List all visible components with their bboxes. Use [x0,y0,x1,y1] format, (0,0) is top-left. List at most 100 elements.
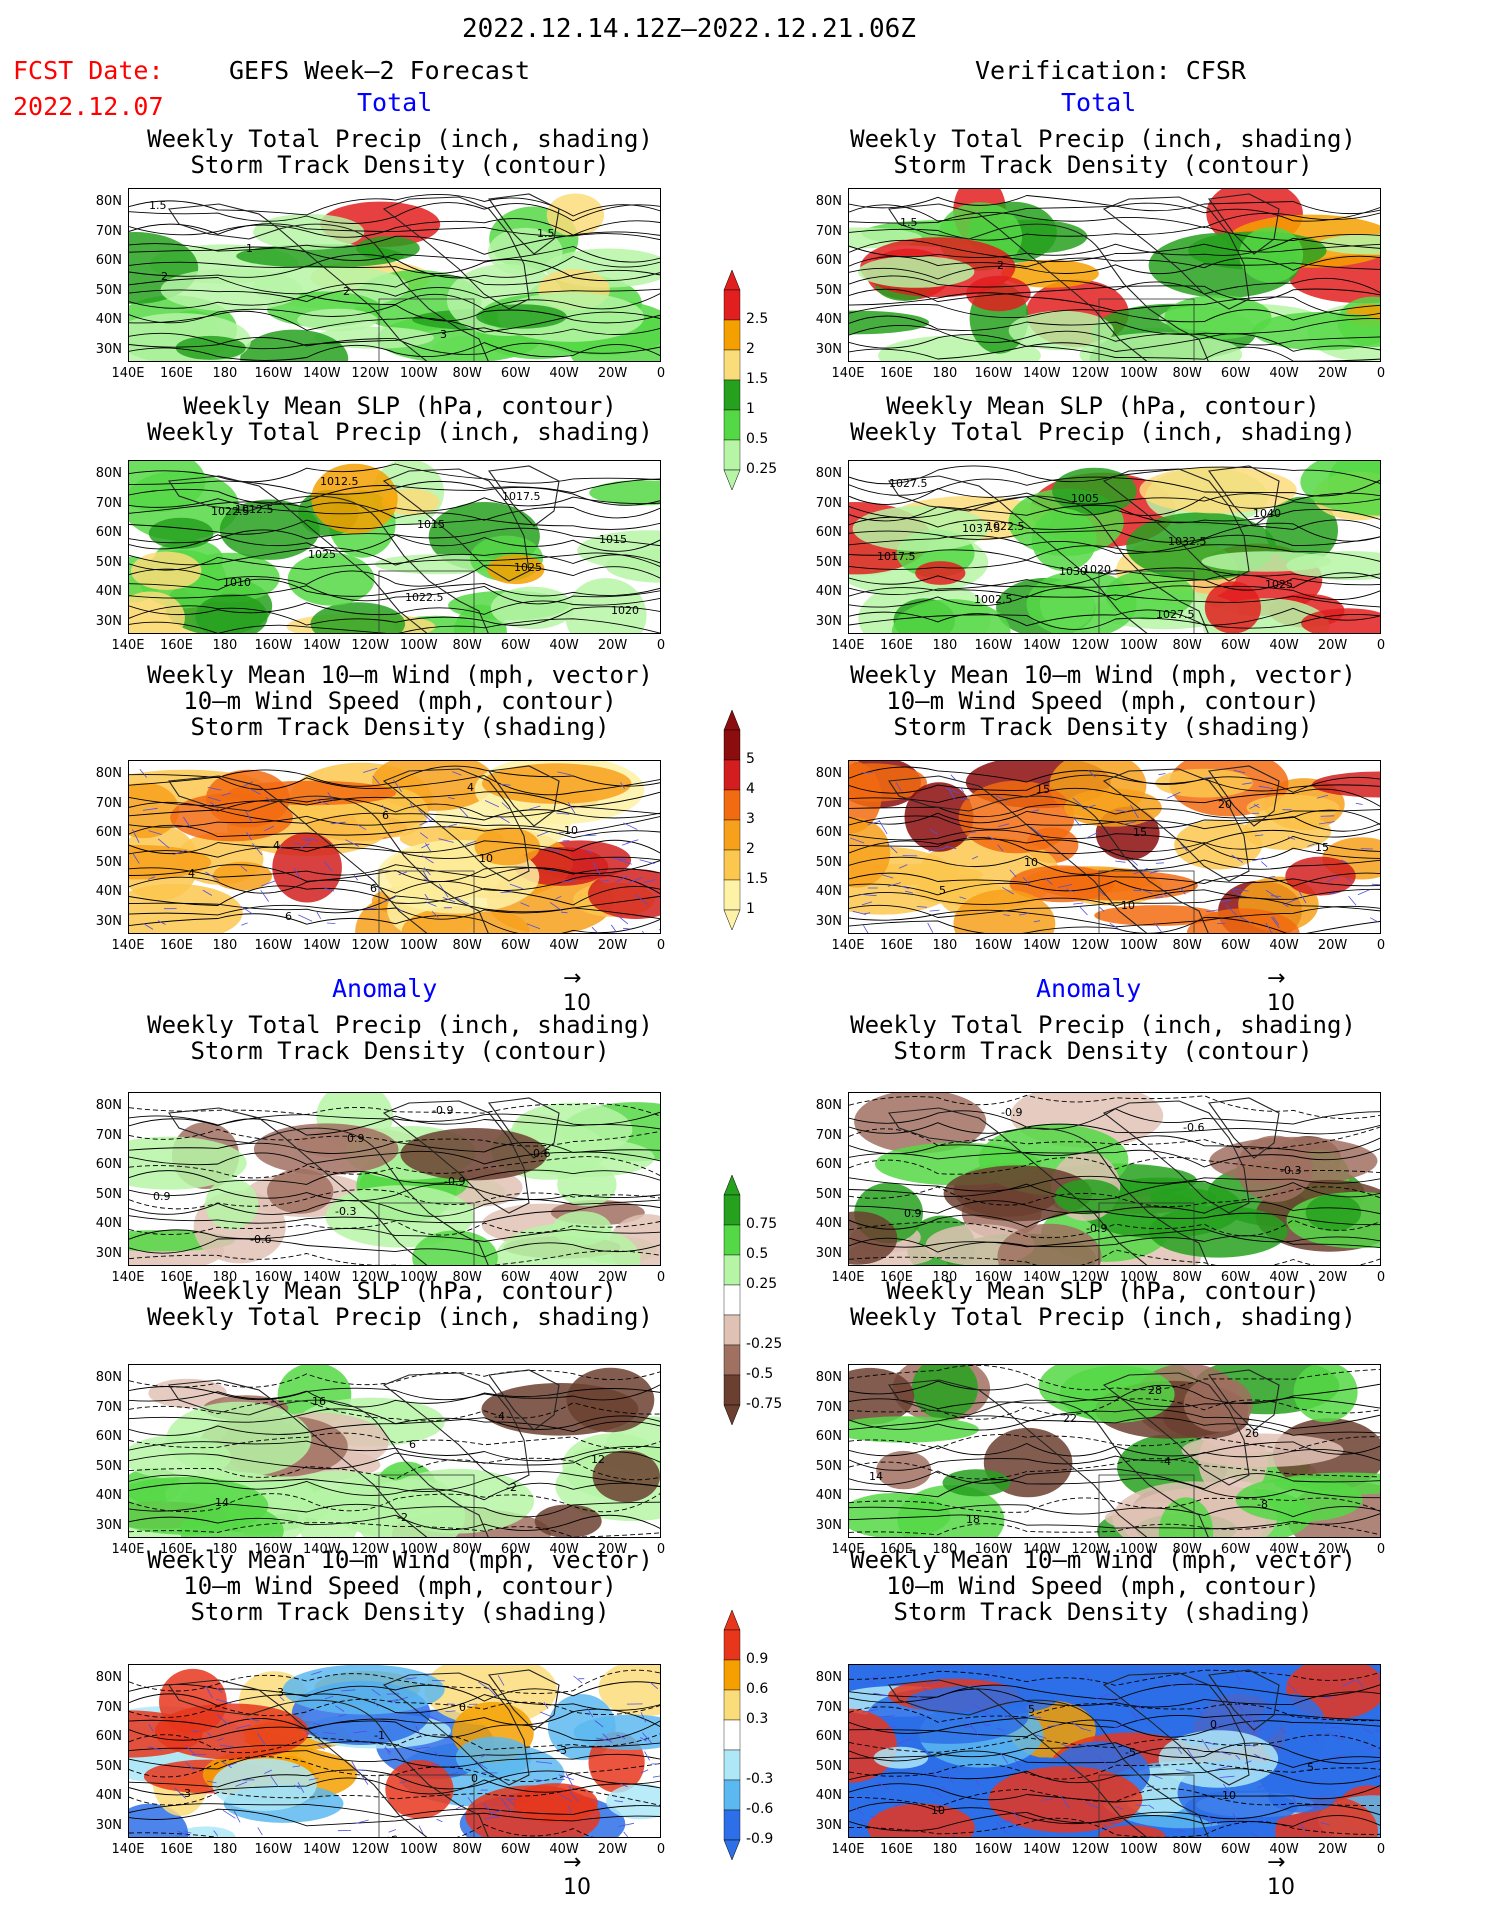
contour-label: -2 [397,1511,408,1524]
wind-vector [929,1787,943,1798]
lon-tick-label: 0 [656,1270,666,1285]
contour-label: -2 [506,1481,517,1494]
contour-line [849,1448,1380,1471]
wind-vector [536,831,549,837]
contour-line [129,269,660,295]
coastline [382,196,530,310]
wind-vector [191,1730,199,1733]
colorbar-label: 0.25 [746,461,778,477]
colorbar-swatch [723,409,741,441]
wind-vector [1230,888,1243,897]
wind-vector [1031,809,1040,812]
lon-tick-label: 140W [1022,938,1061,953]
wind-vector [1086,1802,1100,1809]
lon-tick-label: 60W [500,1542,531,1557]
coastline [168,775,281,812]
shading-region [267,1168,334,1214]
wind-vector [1033,920,1041,923]
contour-line [849,1228,1380,1248]
wind-vector [997,844,1004,852]
contour-line [849,766,1380,792]
coastline [997,795,1209,933]
wind-vector [298,914,313,922]
contour-line [129,1228,660,1242]
contour-label: -0.6 [1183,1121,1204,1134]
wind-vector [996,1821,1008,1834]
wind-vector [615,875,628,883]
coastline [382,1100,530,1214]
wind-vector [868,1674,881,1680]
wind-vector [1011,1826,1020,1829]
colorbar-swatch [723,439,741,471]
contour-line [129,547,660,566]
wind-vector [455,1804,465,1810]
lat-tick-label: 40N [95,312,122,327]
wind-vector [982,1709,993,1720]
contour-line [849,897,1380,918]
wind-vector [1371,883,1380,886]
wind-vector [1326,875,1339,883]
wind-vector [1319,1716,1327,1727]
wind-vector [314,799,329,805]
lat-tick-label: 40N [95,1488,122,1503]
vf-total-slp-map-canvas: 1037.5 1030 1027.5 1040 1017.5 1002.5 1005 1032… [849,461,1380,633]
contour-line [129,864,660,883]
wind-vector [1329,891,1339,895]
shading-region [175,335,246,360]
lon-tick-label: 120W [351,938,390,953]
colorbar-swatch [723,849,741,881]
wind-vector [354,1819,369,1824]
wind-vector [1258,785,1274,789]
lat-tick-label: 40N [815,312,842,327]
contour-line [849,239,1380,263]
wind-vector [415,1725,422,1738]
lat-tick-label: 40N [95,1788,122,1803]
contour-line [129,1238,660,1258]
wind-vector [1269,1672,1280,1675]
wind-vector [545,847,562,852]
wind-vector [353,874,359,881]
lat-tick-label: 80N [815,1370,842,1385]
wind-vector [384,1746,391,1755]
wind-vector [959,896,967,900]
colorbar-label: -0.75 [746,1396,783,1412]
fc-total-slp-title: Weekly Mean SLP (hPa, contour) Weekly To… [147,392,653,446]
wind-vector [536,1761,552,1764]
wind-vector [1078,905,1088,916]
wind-vector [222,1809,236,1819]
contour-label: 1020 [611,604,639,617]
colorbar-label: 1 [746,401,755,417]
shading-region [195,593,268,633]
lat-tick-label: 60N [95,253,122,268]
wind-vector [1047,1724,1060,1728]
vf-anom-wind-title: Weekly Mean 10—m Wind (mph, vector) 10—m… [850,1546,1356,1626]
wind-vector [1375,1772,1380,1783]
contour-line [129,1128,660,1147]
shading-region [1054,1179,1122,1215]
contour-label: 1022.5 [405,591,444,604]
lon-tick-label: 180 [932,1542,958,1557]
lon-tick-label: 60W [500,1270,531,1285]
contour-line [129,1400,660,1422]
shading-region [1239,227,1304,283]
vf-anom-wind-map-canvas: 0 5 10 5 -5 10 [849,1665,1380,1837]
lon-tick-label: 120W [1071,638,1110,653]
contour-line [129,1471,660,1492]
lon-tick-label: 140W [302,1842,341,1857]
wind-vector [1265,889,1279,899]
wind-vector [241,922,248,926]
lon-tick-label: 80W [1172,1542,1202,1557]
wind-vector [424,893,430,901]
lon-tick-label: 180 [932,1842,958,1857]
contour-line [849,577,1380,595]
shading-region [873,1746,929,1769]
wind-vector [278,844,283,851]
lat-tick-label: 70N [95,1399,122,1415]
contour-line [129,1788,660,1806]
contour-label: 10 [1222,1789,1236,1802]
wind-vector [172,849,187,856]
vf-total-wind-map-canvas: 10 10 20 15 5 15 15 [849,761,1380,933]
lon-tick-label: 140E [111,1542,145,1557]
shading-region [1155,768,1253,798]
wind-vector [1355,802,1363,805]
